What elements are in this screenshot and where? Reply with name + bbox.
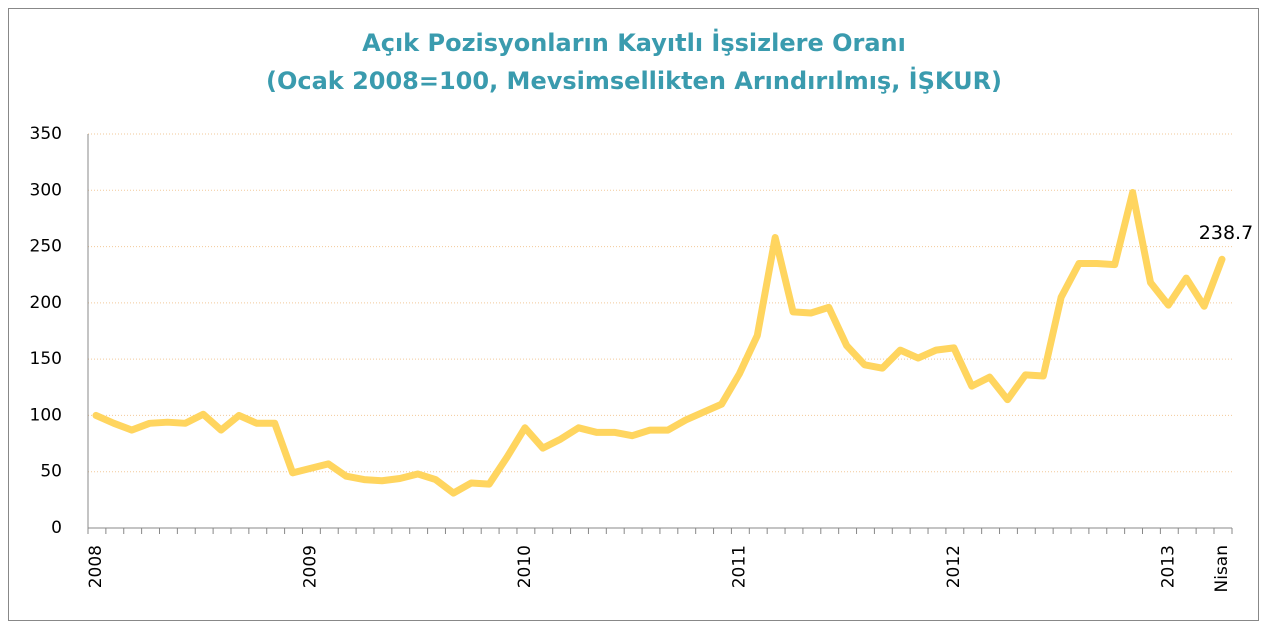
y-tick-label: 250 — [30, 237, 62, 257]
chart-title: Açık Pozisyonların Kayıtlı İşsizlere Ora… — [362, 28, 906, 57]
data-line — [92, 189, 1226, 497]
y-tick-label: 350 — [30, 124, 62, 144]
data-label: 238.7 — [1199, 222, 1253, 244]
frame — [8, 8, 1259, 621]
x-tick-label: Nisan — [1212, 545, 1232, 593]
y-tick-label: 0 — [51, 518, 62, 538]
y-tick-label: 150 — [30, 349, 62, 369]
chart-subtitle: (Ocak 2008=100, Mevsimsellikten Arındırı… — [266, 66, 1002, 95]
y-tick-label: 100 — [30, 405, 62, 425]
x-tick-label: 2011 — [729, 545, 749, 588]
y-tick-label: 200 — [30, 293, 62, 313]
x-tick-label: 2009 — [300, 545, 320, 588]
x-tick-label: 2013 — [1158, 545, 1178, 588]
x-tick-label: 2008 — [86, 545, 106, 588]
y-tick-label: 300 — [30, 180, 62, 200]
y-tick-label: 50 — [40, 462, 62, 482]
x-tick-label: 2012 — [944, 545, 964, 588]
x-tick-label: 2010 — [515, 545, 535, 588]
